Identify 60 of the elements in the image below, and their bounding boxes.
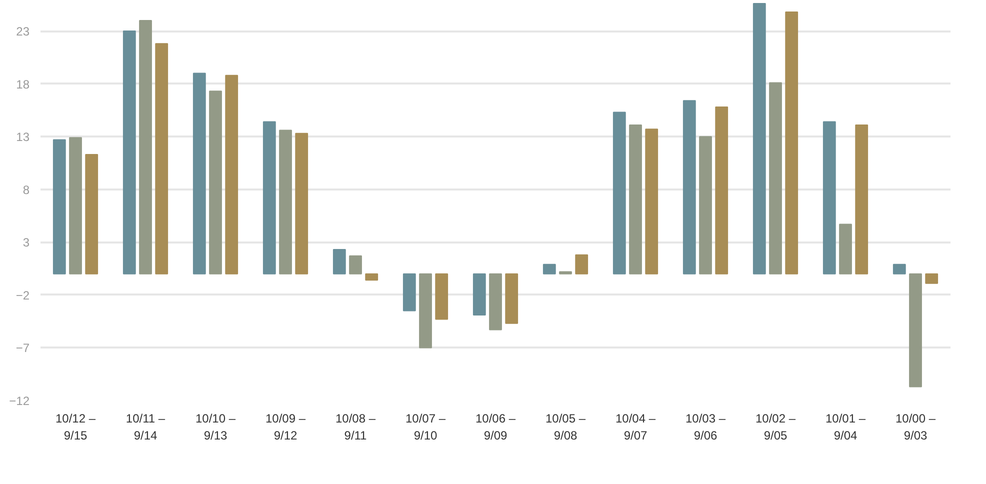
bar: [435, 273, 448, 320]
x-tick-label: 10/12 – 9/15: [55, 412, 96, 442]
x-tick-label: 10/11 – 9/14: [126, 412, 166, 442]
y-tick-label: −7: [16, 341, 30, 356]
bar: [542, 264, 556, 274]
bar: [892, 264, 906, 274]
bar: [262, 121, 276, 274]
y-tick-label: 3: [22, 236, 30, 250]
x-tick-label: 10/00 – 9/03: [895, 412, 936, 442]
bar: [472, 273, 486, 316]
y-tick-label: 13: [16, 130, 30, 144]
bar: [279, 130, 292, 274]
bar: [489, 273, 502, 330]
x-tick-label: 10/04 – 9/07: [615, 412, 656, 442]
bar: [575, 254, 588, 274]
bar: [612, 112, 626, 274]
bar: [155, 43, 168, 274]
y-tick-label: 8: [22, 182, 30, 197]
bar: [85, 154, 98, 274]
x-tick-label: 10/05 – 9/08: [545, 412, 586, 442]
bar: [349, 255, 362, 274]
bar: [192, 72, 206, 274]
bar: [769, 82, 782, 274]
bar: [855, 124, 868, 274]
bar: [225, 74, 238, 274]
bar: [209, 90, 222, 274]
x-tick-label: 10/01 – 9/04: [825, 412, 866, 442]
bar: [629, 124, 642, 274]
bar: [682, 100, 696, 274]
x-tick-label: 10/02 – 9/05: [755, 412, 796, 442]
bar: [122, 30, 136, 274]
bar: [839, 224, 852, 274]
x-tick-label: 10/09 – 9/12: [265, 412, 306, 442]
bar: [52, 139, 66, 274]
bar: [365, 273, 378, 281]
bar: [715, 106, 728, 274]
bar: [785, 12, 798, 274]
y-tick-label: −2: [16, 288, 30, 302]
bar: [295, 132, 308, 274]
bar: [822, 121, 836, 274]
bar: [559, 271, 572, 274]
x-tick-label: 10/07 – 9/10: [405, 412, 446, 442]
x-tick-label: 10/06 – 9/09: [475, 412, 516, 442]
x-tick-label: 10/08 – 9/11: [335, 412, 376, 442]
bar: [139, 20, 152, 274]
bar: [699, 136, 712, 274]
bar: [925, 273, 938, 284]
y-tick-label: 23: [16, 24, 30, 39]
bar: [909, 273, 922, 388]
y-tick-label: 18: [16, 77, 30, 92]
x-tick-label: 10/03 – 9/06: [685, 412, 726, 442]
bar: [419, 273, 432, 348]
bar: [752, 3, 766, 274]
bar: [402, 273, 416, 312]
bar: [69, 137, 82, 274]
bar: [332, 249, 346, 274]
x-tick-label: 10/10 – 9/13: [195, 412, 236, 442]
bar: [645, 128, 658, 274]
y-tick-label: −12: [9, 394, 30, 408]
bar: [505, 273, 518, 324]
